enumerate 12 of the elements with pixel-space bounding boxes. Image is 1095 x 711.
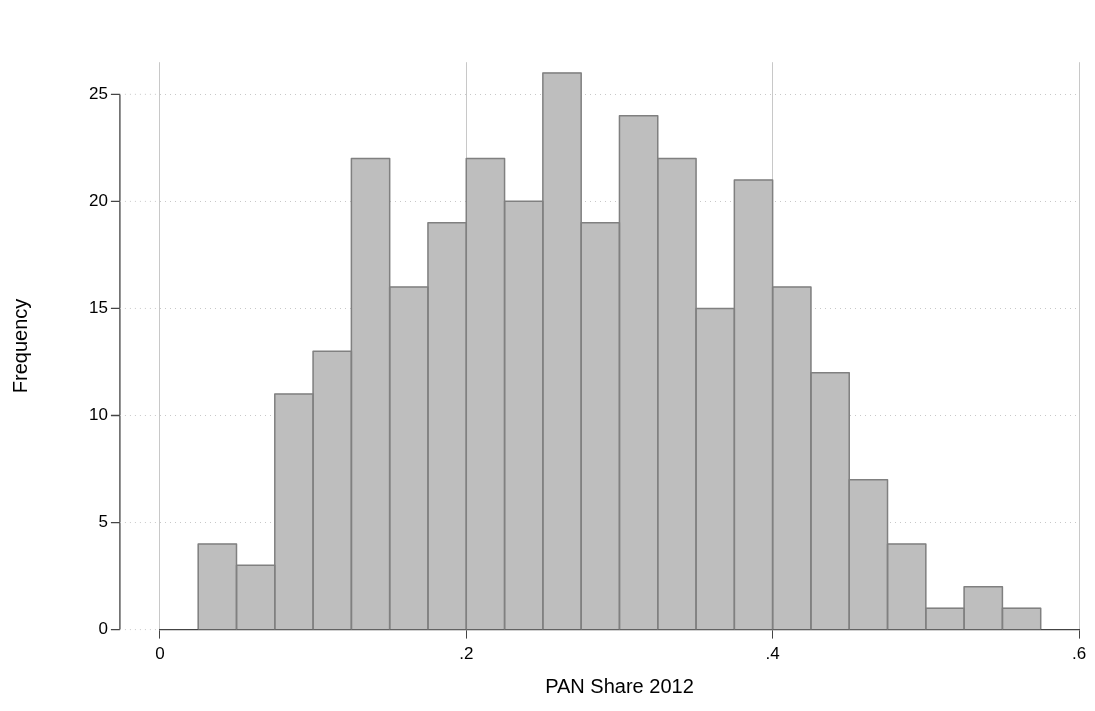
y-tick-label: 20 <box>88 191 108 211</box>
y-tick-label: 25 <box>88 84 108 103</box>
y-tick-label: 0 <box>98 619 108 639</box>
x-tick-label: 0 <box>155 644 165 664</box>
y-tick-label: 5 <box>98 512 108 532</box>
y-axis-title: Frequency <box>8 298 31 394</box>
x-axis-title: PAN Share 2012 <box>545 674 694 697</box>
x-tick-label: .6 <box>1071 644 1087 664</box>
y-tick-label: 15 <box>88 298 108 318</box>
x-tick-label: .4 <box>765 644 780 664</box>
y-tick-label: 10 <box>88 405 108 425</box>
x-tick-label: .2 <box>459 644 474 664</box>
